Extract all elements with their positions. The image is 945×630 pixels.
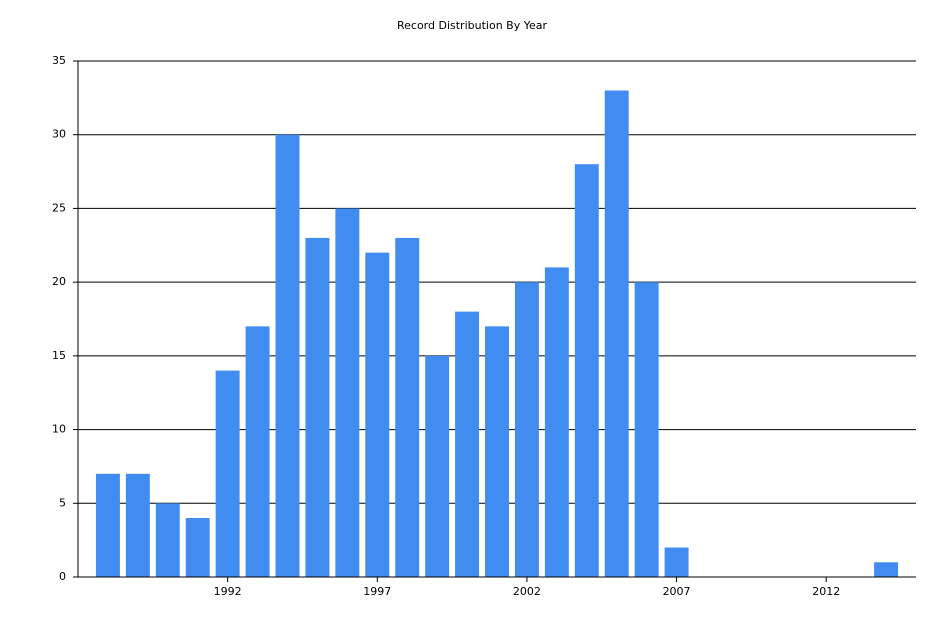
x-tick-label: 1997	[363, 585, 391, 598]
bar	[634, 282, 659, 577]
bar	[395, 237, 420, 577]
bar	[514, 282, 539, 577]
x-tick-label: 2007	[663, 585, 691, 598]
bar	[335, 208, 360, 577]
bar	[275, 134, 300, 577]
bar	[305, 237, 330, 577]
y-tick-label: 35	[52, 54, 66, 67]
y-tick-label: 15	[52, 349, 66, 362]
x-tick-label: 2012	[812, 585, 840, 598]
y-tick-label: 5	[59, 496, 66, 509]
y-tick-label: 10	[52, 423, 66, 436]
bar	[125, 473, 150, 577]
x-tick-label: 2002	[513, 585, 541, 598]
bar	[664, 547, 689, 577]
y-tick-label: 30	[52, 128, 66, 141]
bar	[544, 267, 569, 577]
bar	[604, 90, 629, 577]
bar	[455, 311, 480, 577]
bar	[245, 326, 270, 577]
bar	[215, 370, 240, 577]
bar	[365, 252, 390, 577]
bar	[574, 164, 599, 577]
bar	[185, 518, 210, 577]
chart-title: Record Distribution By Year	[397, 19, 547, 32]
bar	[155, 503, 180, 577]
x-tick-label: 1992	[214, 585, 242, 598]
bar	[874, 562, 899, 577]
y-tick-label: 25	[52, 201, 66, 214]
bar	[425, 355, 450, 577]
y-tick-label: 0	[59, 570, 66, 583]
bar	[485, 326, 509, 577]
bar	[95, 473, 120, 577]
y-tick-label: 20	[52, 275, 66, 288]
